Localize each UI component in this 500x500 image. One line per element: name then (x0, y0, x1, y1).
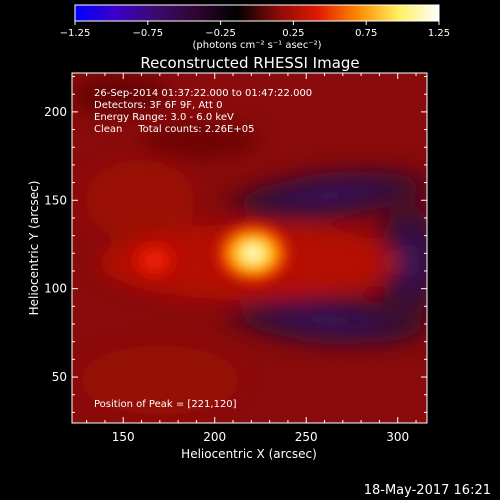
chart-title: Reconstructed RHESSI Image (140, 54, 359, 72)
x-tick-label: 250 (295, 430, 318, 444)
y-axis-ticks: 50 100 150 200 (44, 76, 427, 413)
x-tick-label: 200 (203, 430, 226, 444)
heatmap-sources (122, 219, 296, 288)
info-line-energy: Energy Range: 3.0 - 6.0 keV (94, 112, 234, 123)
colorbar-tick-label: −1.25 (60, 28, 91, 39)
dark-band (140, 122, 260, 158)
colorbar-tick-label: −0.75 (132, 28, 163, 39)
y-axis-label: Heliocentric Y (arcsec) (27, 181, 41, 316)
colorbar-tick-label: 1.25 (428, 28, 450, 39)
x-axis-label: Heliocentric X (arcsec) (181, 447, 317, 461)
x-axis-ticks: 150 200 250 300 (86, 73, 417, 444)
x-tick-label: 150 (112, 430, 135, 444)
heatmap-image (72, 73, 427, 423)
y-tick-label: 150 (44, 193, 67, 207)
red-blob-lower (80, 345, 240, 415)
info-line-detectors: Detectors: 3F 6F 9F, Att 0 (94, 100, 222, 111)
colorbar-ticks: −1.25 −0.75 −0.25 0.25 0.75 1.25 (60, 21, 450, 39)
secondary-source (122, 234, 187, 287)
peak-source (211, 219, 296, 288)
peak-position-label: Position of Peak = [221,120] (94, 399, 237, 410)
y-tick-label: 200 (44, 105, 67, 119)
colorbar-units: (photons cm⁻² s⁻¹ asec⁻²) (192, 40, 321, 51)
plot-frame (71, 72, 428, 424)
y-tick-label: 50 (52, 370, 67, 384)
colorbar-tick-label: −0.25 (205, 28, 236, 39)
y-tick-label: 100 (44, 282, 67, 296)
colorbar: −1.25 −0.75 −0.25 0.25 0.75 1.25 (photons cm⁻… (60, 4, 450, 51)
footer-timestamp: 18-May-2017 16:21 (364, 483, 491, 498)
colorbar-tick-label: 0.25 (282, 28, 304, 39)
info-block: 26-Sep-2014 01:37:22.000 to 01:47:22.000… (94, 88, 312, 135)
info-line-time: 26-Sep-2014 01:37:22.000 to 01:47:22.000 (94, 88, 312, 99)
dark-corner-topleft (72, 75, 170, 115)
colorbar-tick-label: 0.75 (355, 28, 377, 39)
colorbar-bar (74, 4, 440, 22)
info-line-clean: Clean Total counts: 2.26E+05 (94, 124, 254, 135)
x-tick-label: 300 (386, 430, 409, 444)
red-blob-left (85, 160, 195, 240)
